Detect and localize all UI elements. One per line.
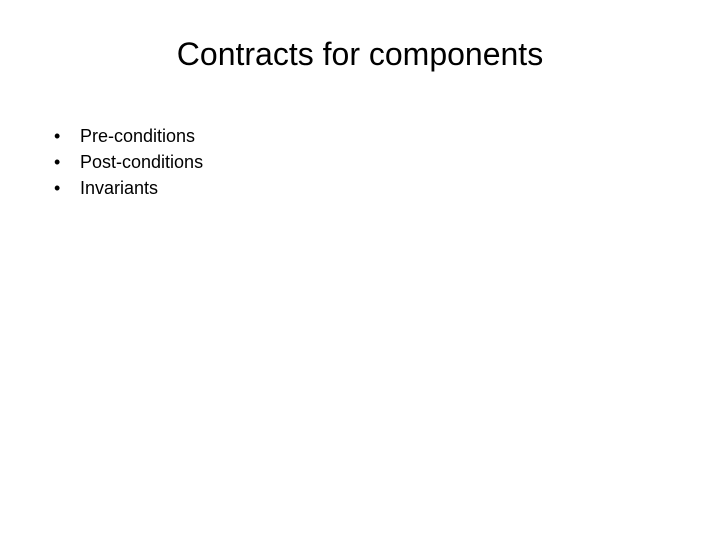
bullet-list: • Pre-conditions • Post-conditions • Inv… — [40, 123, 680, 201]
bullet-marker-icon: • — [52, 149, 72, 175]
bullet-marker-icon: • — [52, 123, 72, 149]
list-item: • Post-conditions — [52, 149, 680, 175]
slide-title: Contracts for components — [40, 36, 680, 73]
bullet-text: Pre-conditions — [72, 123, 195, 149]
bullet-marker-icon: • — [52, 175, 72, 201]
slide: Contracts for components • Pre-condition… — [0, 0, 720, 540]
list-item: • Pre-conditions — [52, 123, 680, 149]
bullet-text: Invariants — [72, 175, 158, 201]
bullet-text: Post-conditions — [72, 149, 203, 175]
list-item: • Invariants — [52, 175, 680, 201]
